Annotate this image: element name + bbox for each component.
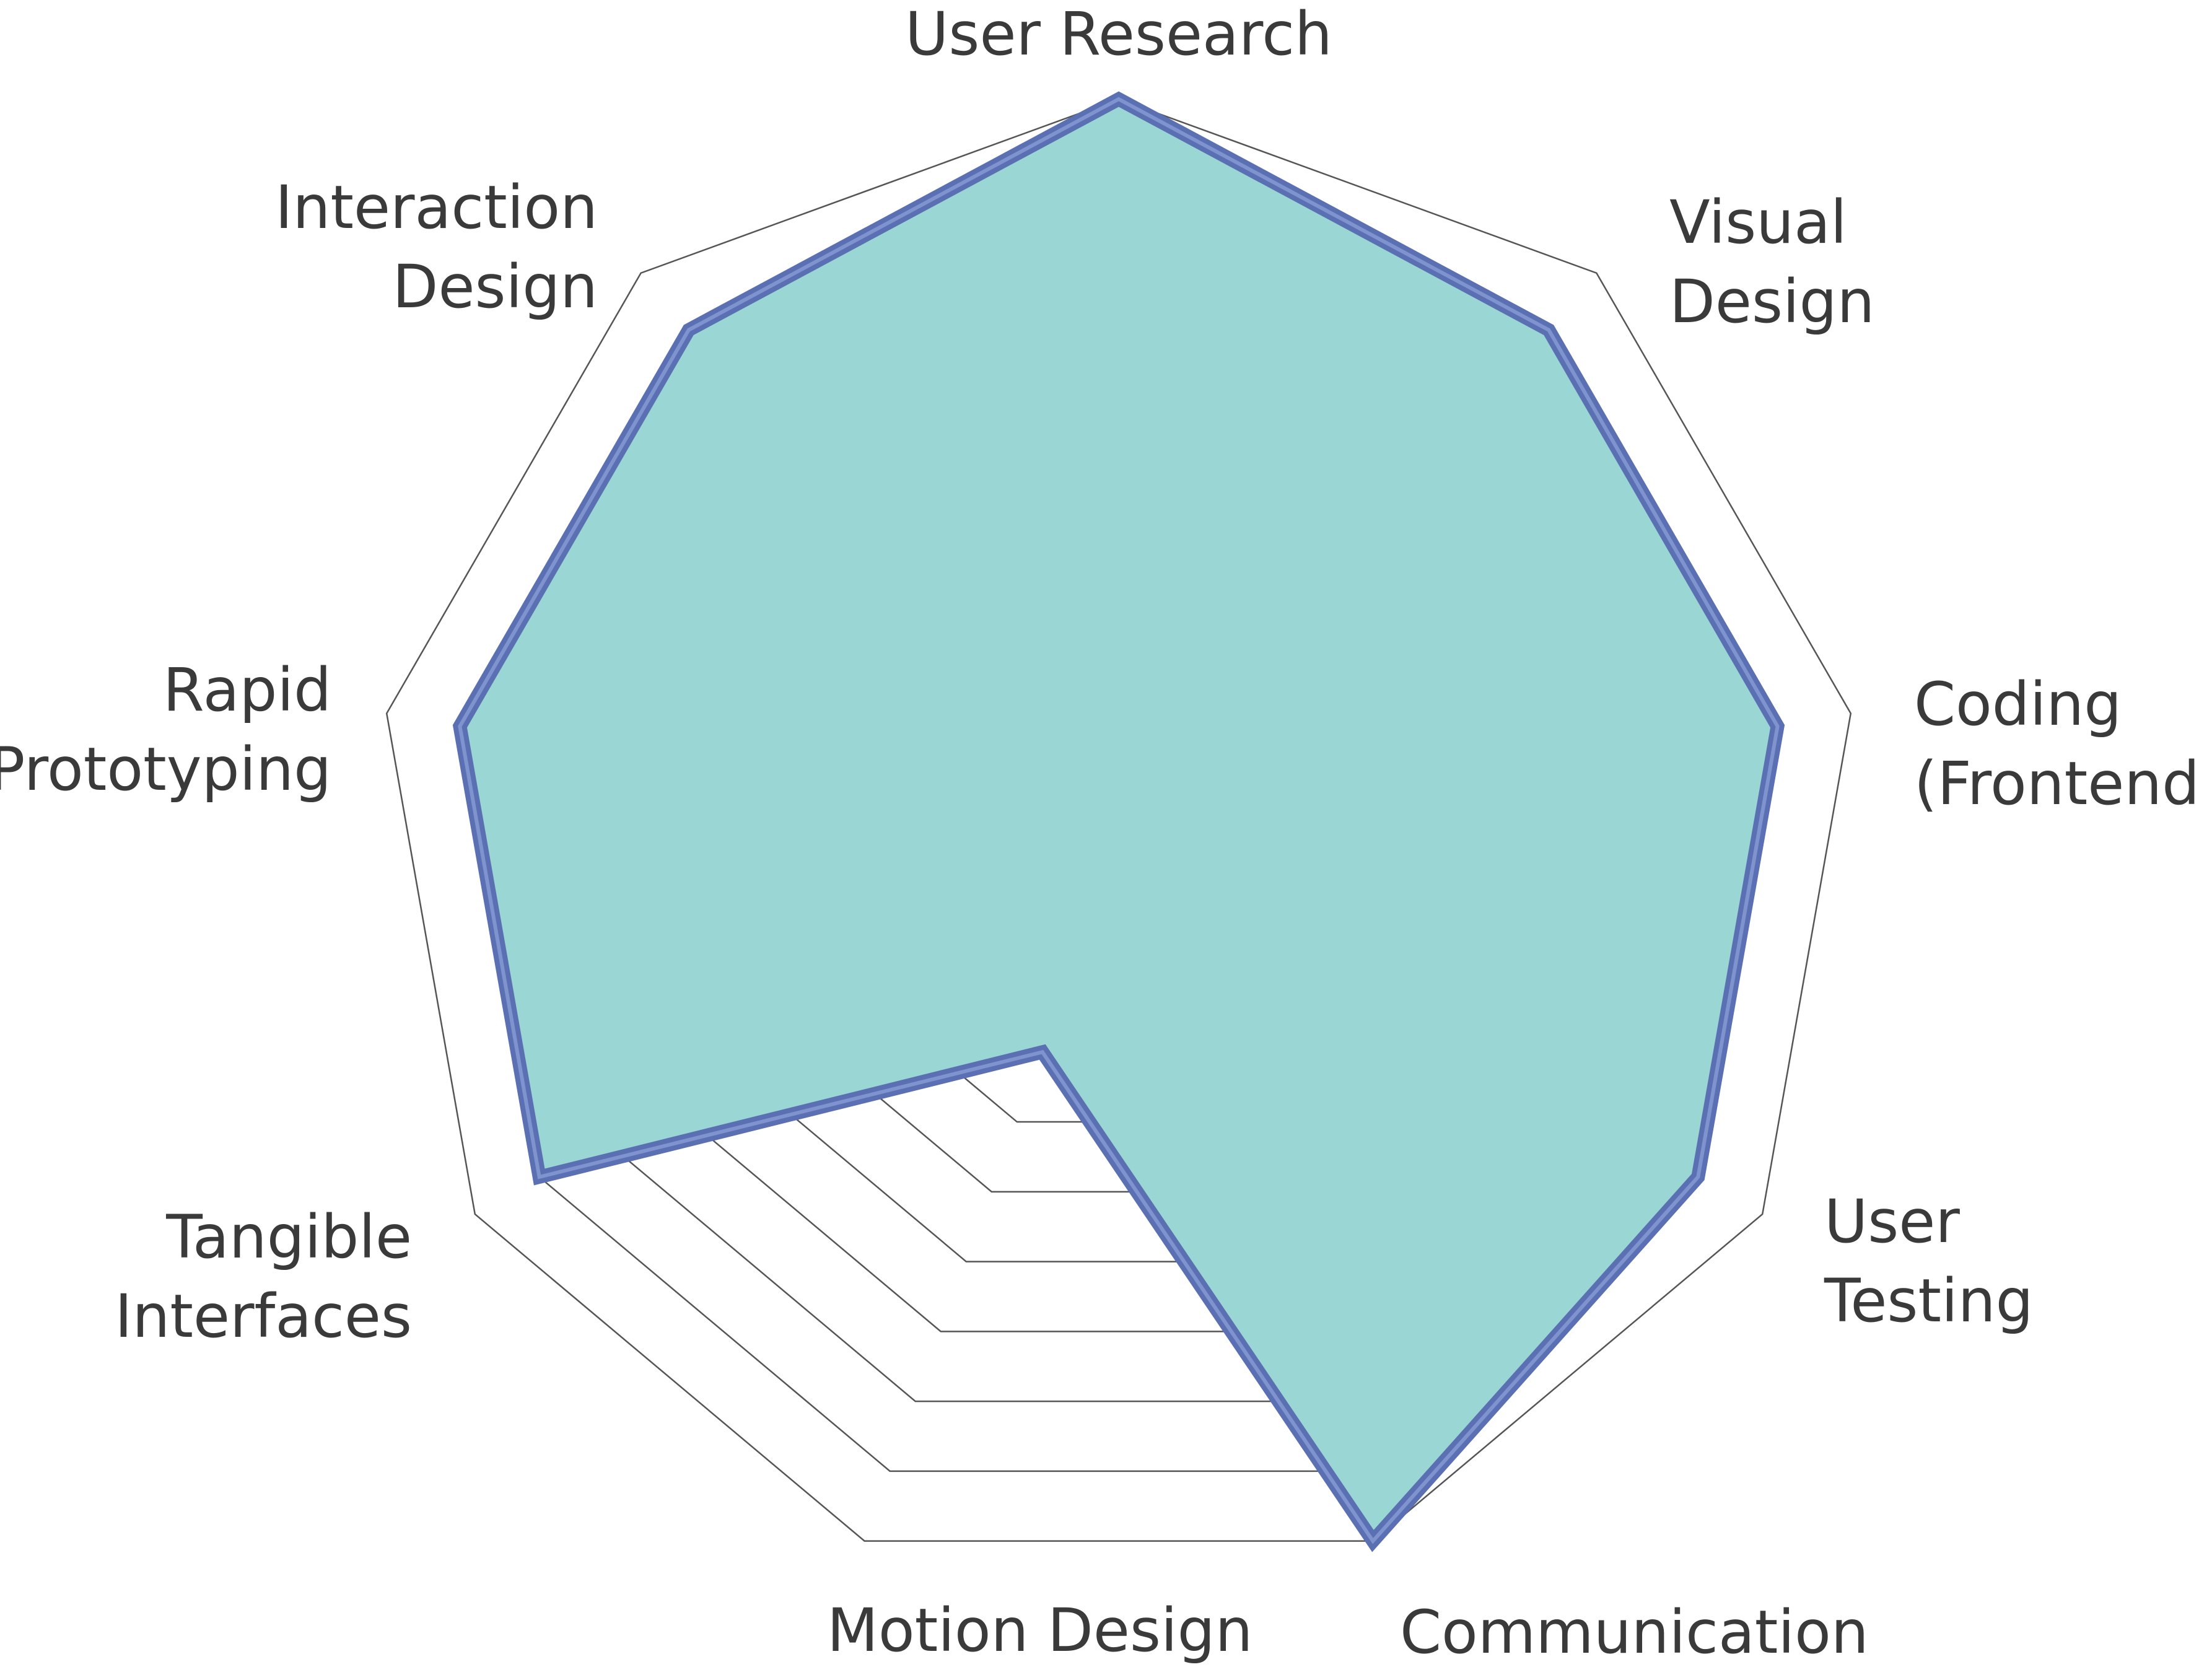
axis-label-line: Prototyping (0, 735, 331, 804)
axis-label-rapid-prototyping: Rapid Prototyping (0, 655, 331, 804)
data-area (452, 91, 1785, 1552)
axis-label-communication: Communication (1400, 1598, 1869, 1667)
axis-label-user-testing: User Testing (1824, 1187, 2034, 1336)
axis-label-line: User (1824, 1187, 1960, 1256)
axis-label-line: Communication (1400, 1598, 1869, 1667)
axis-label-interaction-design: Interaction Design (275, 173, 598, 322)
axis-label-line: Interfaces (115, 1282, 412, 1351)
axis-label-line: User Research (905, 0, 1332, 69)
axis-label-line: Interaction (275, 173, 598, 242)
axis-label-line: Visual (1669, 188, 1847, 257)
axis-label-motion-design: Motion Design (827, 1596, 1253, 1665)
chart-series (452, 91, 1785, 1552)
axis-label-line: (Frontend) (1914, 749, 2199, 818)
axis-label-line: Motion Design (827, 1596, 1253, 1665)
axis-label-line: Coding (1914, 670, 2122, 739)
axis-label-visual-design: Visual Design (1669, 188, 1874, 336)
data-outline (458, 97, 1780, 1544)
axis-label-line: Rapid (163, 655, 331, 725)
axis-label-tangible-interfaces: Tangible Interfaces (115, 1202, 412, 1351)
axis-label-line: Tangible (165, 1202, 412, 1272)
axis-label-user-research: User Research (905, 0, 1332, 69)
axis-label-line: Design (1669, 267, 1874, 336)
axis-label-line: Testing (1824, 1266, 2034, 1336)
axis-label-line: Design (393, 252, 598, 322)
axis-label-coding-frontend: Coding (Frontend) (1914, 670, 2199, 818)
grid-ring-10 (385, 98, 1852, 1542)
